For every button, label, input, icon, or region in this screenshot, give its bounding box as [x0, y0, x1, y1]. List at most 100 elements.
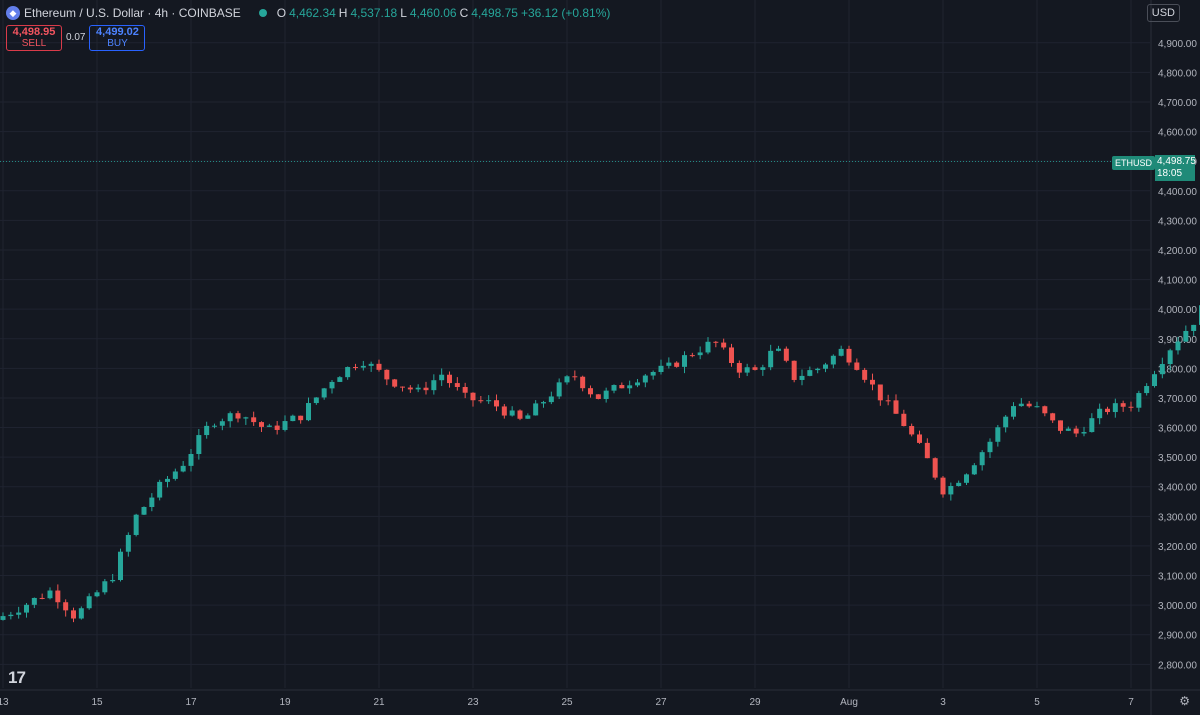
- candle: [619, 382, 625, 389]
- candle-body: [407, 387, 413, 390]
- candle: [274, 420, 280, 435]
- candle: [149, 493, 155, 512]
- y-tick-label: 4,600.00: [1158, 128, 1197, 139]
- candle: [689, 352, 695, 358]
- candle-body: [1112, 403, 1118, 413]
- candle-body: [815, 368, 821, 371]
- candle: [870, 373, 875, 391]
- y-tick-label: 3,800.00: [1158, 364, 1197, 375]
- candle: [501, 404, 507, 419]
- candle-body: [1073, 428, 1079, 434]
- candle-body: [306, 403, 311, 421]
- candle-body: [1175, 341, 1181, 351]
- sell-button[interactable]: 4,498.95 SELL: [6, 25, 62, 51]
- candle: [697, 346, 703, 360]
- change-value: +36.12 (+0.81%): [520, 6, 611, 20]
- candle-body: [893, 400, 899, 414]
- candle: [666, 357, 672, 369]
- candle-body: [823, 364, 828, 369]
- candle-body: [838, 348, 844, 356]
- y-tick-label: 4,400.00: [1158, 187, 1197, 198]
- candle: [674, 361, 680, 368]
- candle-body: [556, 382, 562, 397]
- candle-body: [799, 375, 805, 380]
- candle: [642, 374, 648, 388]
- candle-body: [423, 387, 429, 391]
- candle: [838, 345, 844, 357]
- candle: [353, 363, 358, 371]
- y-tick-label: 4,900.00: [1158, 39, 1197, 50]
- buy-label: BUY: [107, 38, 128, 49]
- candle: [78, 606, 84, 620]
- low-value: 4,460.06: [409, 6, 457, 20]
- candle: [8, 611, 14, 620]
- candle: [1191, 324, 1197, 336]
- candle-body: [1097, 408, 1103, 419]
- candle: [141, 506, 147, 516]
- candle: [125, 532, 131, 557]
- candle: [1065, 426, 1071, 432]
- candle-body: [1136, 393, 1142, 408]
- candle: [0, 612, 6, 621]
- y-tick-label: 3,100.00: [1158, 572, 1197, 583]
- candle: [1112, 398, 1118, 418]
- candle: [611, 384, 617, 394]
- candle: [1034, 401, 1040, 408]
- candle-body: [1144, 386, 1150, 394]
- candle-body: [118, 551, 123, 581]
- candle: [227, 411, 233, 428]
- close-value: 4,498.75: [471, 6, 518, 20]
- symbol-title[interactable]: Ethereum / U.S. Dollar · 4h · COINBASE: [24, 6, 241, 20]
- candle-body: [689, 355, 695, 357]
- candle: [995, 424, 1001, 447]
- candle: [971, 463, 977, 476]
- candle: [63, 599, 69, 617]
- candle-body: [533, 403, 539, 416]
- candle-body: [964, 474, 969, 483]
- candle: [376, 359, 382, 372]
- y-tick-label: 3,000.00: [1158, 601, 1197, 612]
- candle-body: [807, 370, 813, 376]
- candle-body: [133, 514, 139, 535]
- candle: [1105, 406, 1110, 415]
- candle-body: [956, 482, 962, 487]
- candle-body: [298, 415, 304, 421]
- candle-body: [768, 350, 774, 368]
- candle: [384, 369, 390, 386]
- candle-body: [462, 387, 468, 393]
- tradingview-logo[interactable]: 17: [8, 668, 26, 687]
- candle: [556, 378, 562, 400]
- candle-body: [517, 410, 523, 419]
- x-tick-label: 5: [1034, 697, 1040, 708]
- y-tick-label: 3,500.00: [1158, 453, 1197, 464]
- candle: [1073, 425, 1079, 438]
- x-tick-label: 21: [373, 697, 385, 708]
- candle-body: [454, 383, 460, 388]
- y-tick-label: 2,900.00: [1158, 631, 1197, 642]
- candle-body: [760, 367, 766, 370]
- candle: [901, 409, 907, 427]
- x-tick-label: 25: [561, 697, 573, 708]
- candle: [752, 364, 758, 371]
- candle-body: [345, 367, 351, 378]
- candle: [533, 400, 539, 416]
- candle-body: [877, 384, 883, 401]
- candle: [415, 384, 421, 393]
- candle-body: [1183, 330, 1189, 342]
- candle-body: [329, 381, 335, 389]
- candle-body: [78, 608, 84, 619]
- open-value: 4,462.34: [289, 6, 336, 20]
- candle-body: [494, 400, 499, 407]
- candle: [71, 607, 76, 623]
- candle: [1089, 413, 1095, 433]
- candle: [345, 366, 351, 380]
- settings-gear-icon[interactable]: ⚙: [1179, 694, 1190, 708]
- candle: [1167, 348, 1173, 371]
- candle: [682, 351, 687, 374]
- buy-button[interactable]: 4,499.02 BUY: [89, 25, 146, 51]
- currency-selector[interactable]: USD: [1146, 4, 1180, 22]
- candle: [760, 364, 766, 376]
- candle-body: [478, 400, 484, 402]
- candle-body: [995, 427, 1001, 442]
